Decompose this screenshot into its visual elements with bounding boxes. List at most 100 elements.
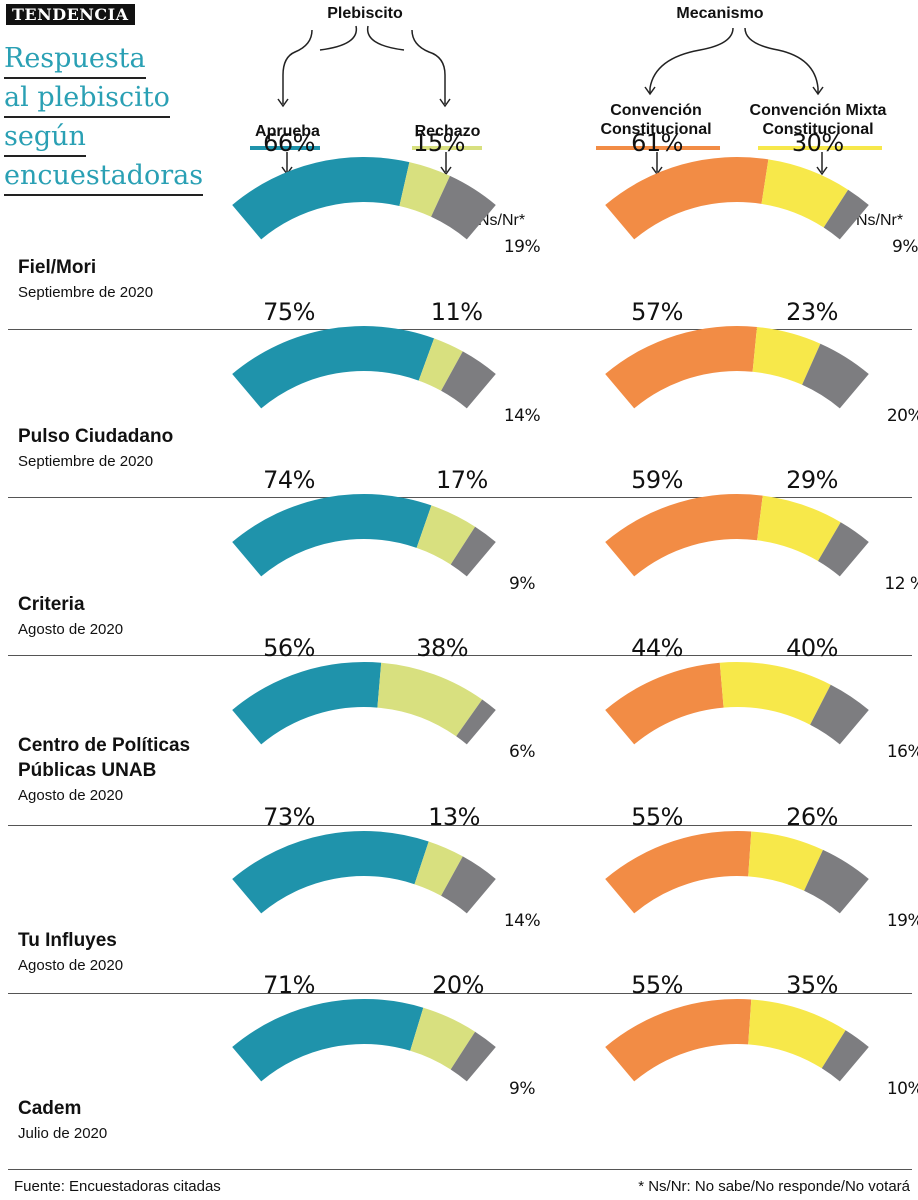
arc-segment-convencion	[605, 831, 752, 914]
brace-right	[649, 27, 734, 89]
arc-segment-mixta	[748, 831, 823, 891]
arc-segment-mixta	[719, 661, 831, 725]
arc-segment-mixta	[752, 327, 821, 385]
pollster-date: Agosto de 2020	[18, 957, 124, 974]
pollster-criteria: Criteria Agosto de 2020	[18, 592, 123, 638]
pollster-date: Agosto de 2020	[18, 621, 124, 638]
arc-segment-rechazo	[416, 505, 476, 565]
row-divider	[8, 329, 912, 330]
pct-label: 71%	[263, 971, 315, 999]
pollster-tu-influyes: Tu Influyes Agosto de 2020	[18, 928, 123, 974]
arc-segment-convencion	[605, 156, 769, 240]
pct-label: 14%	[503, 911, 541, 931]
title-line: encuestadoras	[4, 157, 204, 196]
arc-segment-rechazo	[418, 338, 463, 391]
row-divider	[8, 1169, 912, 1170]
pct-label: 75%	[263, 298, 315, 326]
arc-segment-aprueba	[232, 157, 410, 240]
pollster-name: Pulso Ciudadano	[18, 426, 174, 447]
legend-swatch-aprueba	[250, 146, 320, 150]
legend-swatch-convencion	[596, 146, 720, 150]
legend-convencion-constitucional: Convención Constitucional	[586, 101, 726, 139]
arc-segment-nsnr	[450, 526, 496, 577]
pollster-date: Septiembre de 2020	[18, 453, 154, 470]
pct-label: 66%	[263, 129, 315, 157]
pct-label: 10%	[886, 1079, 918, 1099]
arc-segment-nsnr	[802, 343, 869, 409]
arc-segment-rechazo	[410, 1007, 476, 1070]
row-divider	[8, 993, 912, 994]
pct-label: 40%	[786, 634, 838, 662]
arc-segment-nsnr	[818, 522, 869, 577]
arrow-icon	[644, 86, 656, 96]
arc-segment-nsnr	[456, 699, 496, 745]
arc-segment-aprueba	[232, 494, 432, 577]
title-line: Respuesta	[4, 40, 146, 79]
pct-label: 74%	[263, 466, 315, 494]
pct-label: 23%	[786, 298, 838, 326]
legend-convencion-mixta: Convención Mixta Constitucional	[738, 101, 898, 139]
row-divider	[8, 655, 912, 656]
pollster-name: Públicas UNAB	[18, 760, 157, 781]
pct-label: 9%	[892, 237, 918, 257]
arc-segment-mixta	[757, 495, 841, 561]
pct-label: 30%	[791, 129, 844, 157]
arc-segment-mixta	[761, 159, 849, 228]
brace-right	[744, 27, 819, 89]
brace-left	[282, 29, 313, 76]
pct-label: 55%	[631, 971, 683, 999]
arc-segment-nsnr	[431, 175, 496, 240]
legend-swatch-mixta	[758, 146, 882, 150]
pollster-name: Tu Influyes	[18, 930, 117, 951]
arc-segment-nsnr	[804, 849, 869, 914]
arc-segment-convencion	[605, 326, 757, 409]
pct-label: 73%	[263, 803, 315, 831]
pct-label: 55%	[631, 803, 683, 831]
title-line: según	[4, 118, 86, 157]
title-line: al plebiscito	[4, 79, 170, 118]
pct-label: 19%	[503, 237, 541, 257]
pct-label: 56%	[263, 634, 315, 662]
footer-source: Fuente: Encuestadoras citadas	[14, 1178, 221, 1195]
pollster-cadem: Cadem Julio de 2020	[18, 1096, 107, 1142]
brace-left	[366, 25, 405, 51]
pollster-fiel-mori: Fiel/Mori Septiembre de 2020	[18, 255, 153, 301]
arc-segment-convencion	[605, 493, 763, 577]
pct-label: 59%	[631, 466, 683, 494]
arc-segment-aprueba	[232, 326, 435, 409]
legend-line: Constitucional	[600, 121, 712, 138]
main-title: Respuesta al plebiscito según encuestado…	[4, 40, 204, 196]
pollster-pulso-ciudadano: Pulso Ciudadano Septiembre de 2020	[18, 424, 173, 470]
pollster-date: Julio de 2020	[18, 1125, 108, 1142]
legend-aprueba: Aprueba	[255, 123, 320, 140]
pct-label: 35%	[786, 971, 838, 999]
arc-segment-convencion	[605, 999, 752, 1082]
pct-label: 61%	[631, 129, 683, 157]
arrow-icon	[439, 98, 451, 108]
arrow-icon	[812, 86, 824, 96]
header-arrows	[277, 75, 828, 176]
header-braces	[282, 25, 819, 89]
pct-label: 11%	[430, 298, 483, 326]
pct-label: 20%	[432, 971, 484, 999]
pollster-name: Criteria	[18, 594, 85, 615]
footer-note: * Ns/Nr: No sabe/No responde/No votará	[638, 1178, 910, 1195]
pct-label: 44%	[631, 634, 683, 662]
arc-segment-aprueba	[232, 661, 382, 745]
pollster-unab: Centro de Políticas Públicas UNAB Agosto…	[18, 733, 190, 804]
pct-label: 29%	[786, 466, 838, 494]
arc-segment-nsnr	[450, 1031, 496, 1082]
pct-label: 20%	[886, 406, 918, 426]
pct-label: 14%	[503, 406, 541, 426]
arc-segment-rechazo	[377, 662, 483, 737]
arc-segment-aprueba	[232, 998, 424, 1082]
section-tag: TENDENCIA	[6, 4, 135, 25]
arc-segment-nsnr	[823, 189, 869, 240]
pollster-name: Fiel/Mori	[18, 257, 97, 278]
legend-swatch-rechazo	[412, 146, 482, 150]
pct-label: 38%	[416, 634, 469, 662]
arrow-icon	[440, 166, 452, 176]
pollster-date: Septiembre de 2020	[18, 284, 154, 301]
arc-segment-rechazo	[414, 841, 463, 896]
